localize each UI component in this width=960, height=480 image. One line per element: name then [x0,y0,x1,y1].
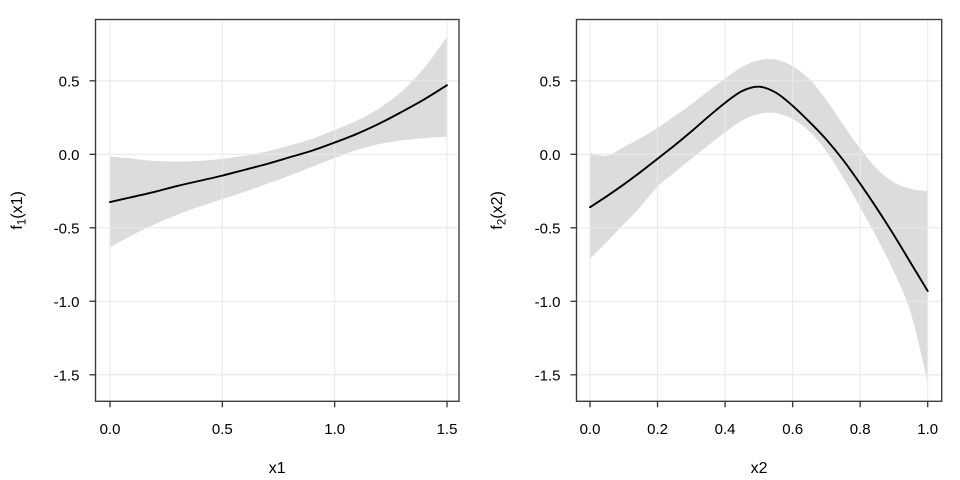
y-tick-label: -1.0 [54,294,80,311]
y-axis-title: f2(x2) [489,191,509,229]
y-axis-title: f1(x1) [9,191,29,229]
y-tick-label: -1.5 [535,367,561,384]
panel-border [575,18,943,402]
x-tick-label: 0.0 [100,421,121,438]
y-tick-label: 0.5 [59,73,80,90]
smooth-estimate-curve [589,85,929,292]
panel-left-f1-smooth: 0.0 0.5 1.0 1.5 0.5 0.0 -0.5 -1.0 -1.5 x1 f1(x1) [9,18,460,477]
y-tick-label: -0.5 [535,220,561,237]
y-tick-label: 0.5 [540,73,561,90]
panel-right-f2-smooth: 0.0 0.2 0.4 0.6 0.8 1.0 0.5 0.0 -0.5 -1.0 -1.5 x2 f2… [489,18,943,477]
confidence-interval-band [110,36,447,247]
x-tick-label: 0.0 [580,421,601,438]
x-tick-label: 1.5 [437,421,458,438]
panel-border [94,18,460,402]
smooth-estimate-curve [109,84,448,204]
x-tick-label: 0.4 [715,421,736,438]
x-tick-label: 0.8 [850,421,871,438]
y-tick-label: 0.0 [59,147,80,164]
x-tick-label: 0.6 [782,421,803,438]
y-tick-label: -1.0 [535,294,561,311]
y-tick-label: -0.5 [54,220,80,237]
x-tick-label: 1.0 [324,421,345,438]
y-tick-label: -1.5 [54,367,80,384]
x-tick-label: 1.0 [917,421,938,438]
confidence-interval-band [590,58,928,383]
x-axis-title: x1 [269,460,286,477]
x-tick-label: 0.5 [212,421,233,438]
x-tick-label: 0.2 [647,421,668,438]
y-tick-label: 0.0 [540,147,561,164]
x-axis-title: x2 [751,460,768,477]
